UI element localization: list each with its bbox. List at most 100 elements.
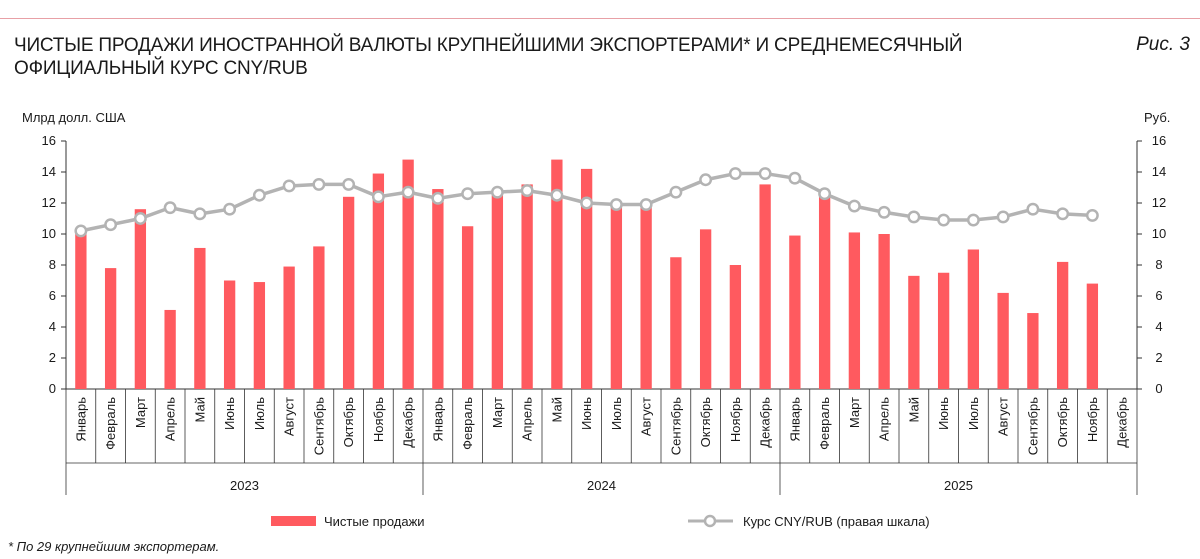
category-label: Июнь	[222, 397, 237, 430]
category-label: Июнь	[579, 397, 594, 430]
bar	[640, 206, 652, 389]
line-point	[996, 210, 1010, 224]
y-tick-label-left: 0	[49, 381, 56, 396]
year-label: 2025	[944, 478, 973, 493]
bar	[461, 226, 474, 389]
bar	[134, 209, 147, 389]
bar	[670, 257, 682, 389]
category-label: Январь	[73, 397, 88, 442]
category-label: Май	[549, 397, 564, 422]
line-point	[907, 210, 921, 224]
line-point	[104, 218, 118, 232]
figure-label: Рис. 3	[1136, 34, 1190, 55]
category-label: Июнь	[936, 397, 951, 430]
line-point	[728, 167, 742, 181]
legend-line-label: Курс CNY/RUB (правая шкала)	[743, 514, 930, 529]
line-point	[490, 185, 504, 199]
bar	[937, 272, 950, 389]
category-label: Декабрь	[758, 397, 773, 448]
y-tick-label-right: 4	[1155, 319, 1162, 334]
line-point	[877, 205, 891, 219]
bar	[253, 282, 266, 389]
y-tick-label-left: 8	[49, 257, 56, 272]
category-label: Сентябрь	[1025, 397, 1040, 455]
bar	[164, 309, 176, 389]
bar	[223, 280, 236, 389]
line-point	[937, 213, 951, 227]
line-point	[74, 224, 88, 238]
category-label: Февраль	[817, 397, 832, 450]
bar	[789, 235, 801, 389]
bar	[759, 184, 771, 389]
bar	[313, 246, 325, 389]
y-tick-label-left: 6	[49, 288, 56, 303]
category-label: Октябрь	[341, 397, 356, 448]
y-tick-label-right: 2	[1155, 350, 1162, 365]
category-label: Июль	[252, 397, 267, 430]
category-label: Октябрь	[1055, 397, 1070, 448]
y-tick-label-left: 14	[42, 164, 56, 179]
category-label: Сентябрь	[311, 397, 326, 455]
category-label: Август	[639, 397, 654, 436]
category-label: Август	[282, 397, 297, 436]
bars-group	[75, 159, 1099, 389]
y-axis-left-title: Млрд долл. США	[22, 110, 126, 125]
chart-title: ЧИСТЫЕ ПРОДАЖИ ИНОСТРАННОЙ ВАЛЮТЫ КРУПНЕ…	[14, 35, 963, 79]
line-point	[223, 202, 237, 216]
y-tick-label-right: 8	[1155, 257, 1162, 272]
line-point	[163, 201, 177, 215]
bar	[75, 234, 87, 389]
category-label: Июль	[609, 397, 624, 430]
bar	[610, 204, 623, 389]
bar	[848, 232, 861, 389]
category-label: Октябрь	[698, 397, 713, 448]
y-tick-label-left: 4	[49, 319, 56, 334]
line-point	[580, 196, 594, 210]
line-point	[431, 191, 445, 205]
y-tick-label-right: 10	[1152, 226, 1166, 241]
category-label: Декабрь	[1115, 397, 1130, 448]
category-label: Май	[906, 397, 921, 422]
category-label: Март	[133, 397, 148, 428]
line-point	[966, 213, 980, 227]
line-point	[401, 185, 415, 199]
category-label: Ноябрь	[728, 397, 743, 442]
ticks-group: 0 0 2 2 4 4 6 6 8 8 10 10 12 12 14 14 16 16	[42, 133, 1167, 396]
line-point	[788, 171, 802, 185]
y-tick-label-right: 12	[1152, 195, 1166, 210]
top-rule	[0, 18, 1200, 19]
category-labels-group: Январь Февраль Март Апрель Май Июнь Июль Август…	[65, 389, 1138, 495]
category-label: Май	[192, 397, 207, 422]
legend-bar-label: Чистые продажи	[324, 514, 425, 529]
footnote: * По 29 крупнейшим экспортерам.	[8, 539, 220, 554]
line-point	[550, 188, 564, 202]
category-label: Январь	[430, 397, 445, 442]
year-label: 2023	[230, 478, 259, 493]
line-point	[193, 207, 207, 221]
line-point	[312, 177, 326, 191]
category-label: Апрель	[163, 397, 178, 441]
y-tick-label-left: 12	[42, 195, 56, 210]
category-label: Ноябрь	[371, 397, 386, 442]
bar	[908, 275, 920, 389]
category-label: Февраль	[460, 397, 475, 450]
bar	[283, 266, 295, 389]
bar	[729, 265, 742, 389]
line-point	[609, 198, 623, 212]
line-point	[461, 187, 475, 201]
category-label: Сентябрь	[668, 397, 683, 455]
bar	[551, 159, 563, 389]
bar	[997, 292, 1009, 389]
line-point	[847, 199, 861, 213]
y-tick-label-right: 14	[1152, 164, 1166, 179]
line-point	[1026, 202, 1040, 216]
line-point	[133, 212, 147, 225]
bar	[878, 234, 890, 389]
y-tick-label-left: 2	[49, 350, 56, 365]
line-point	[669, 185, 683, 199]
line-point	[1056, 207, 1070, 221]
line-point	[371, 190, 385, 204]
category-label: Февраль	[103, 397, 118, 450]
legend-bar-swatch	[271, 516, 316, 526]
